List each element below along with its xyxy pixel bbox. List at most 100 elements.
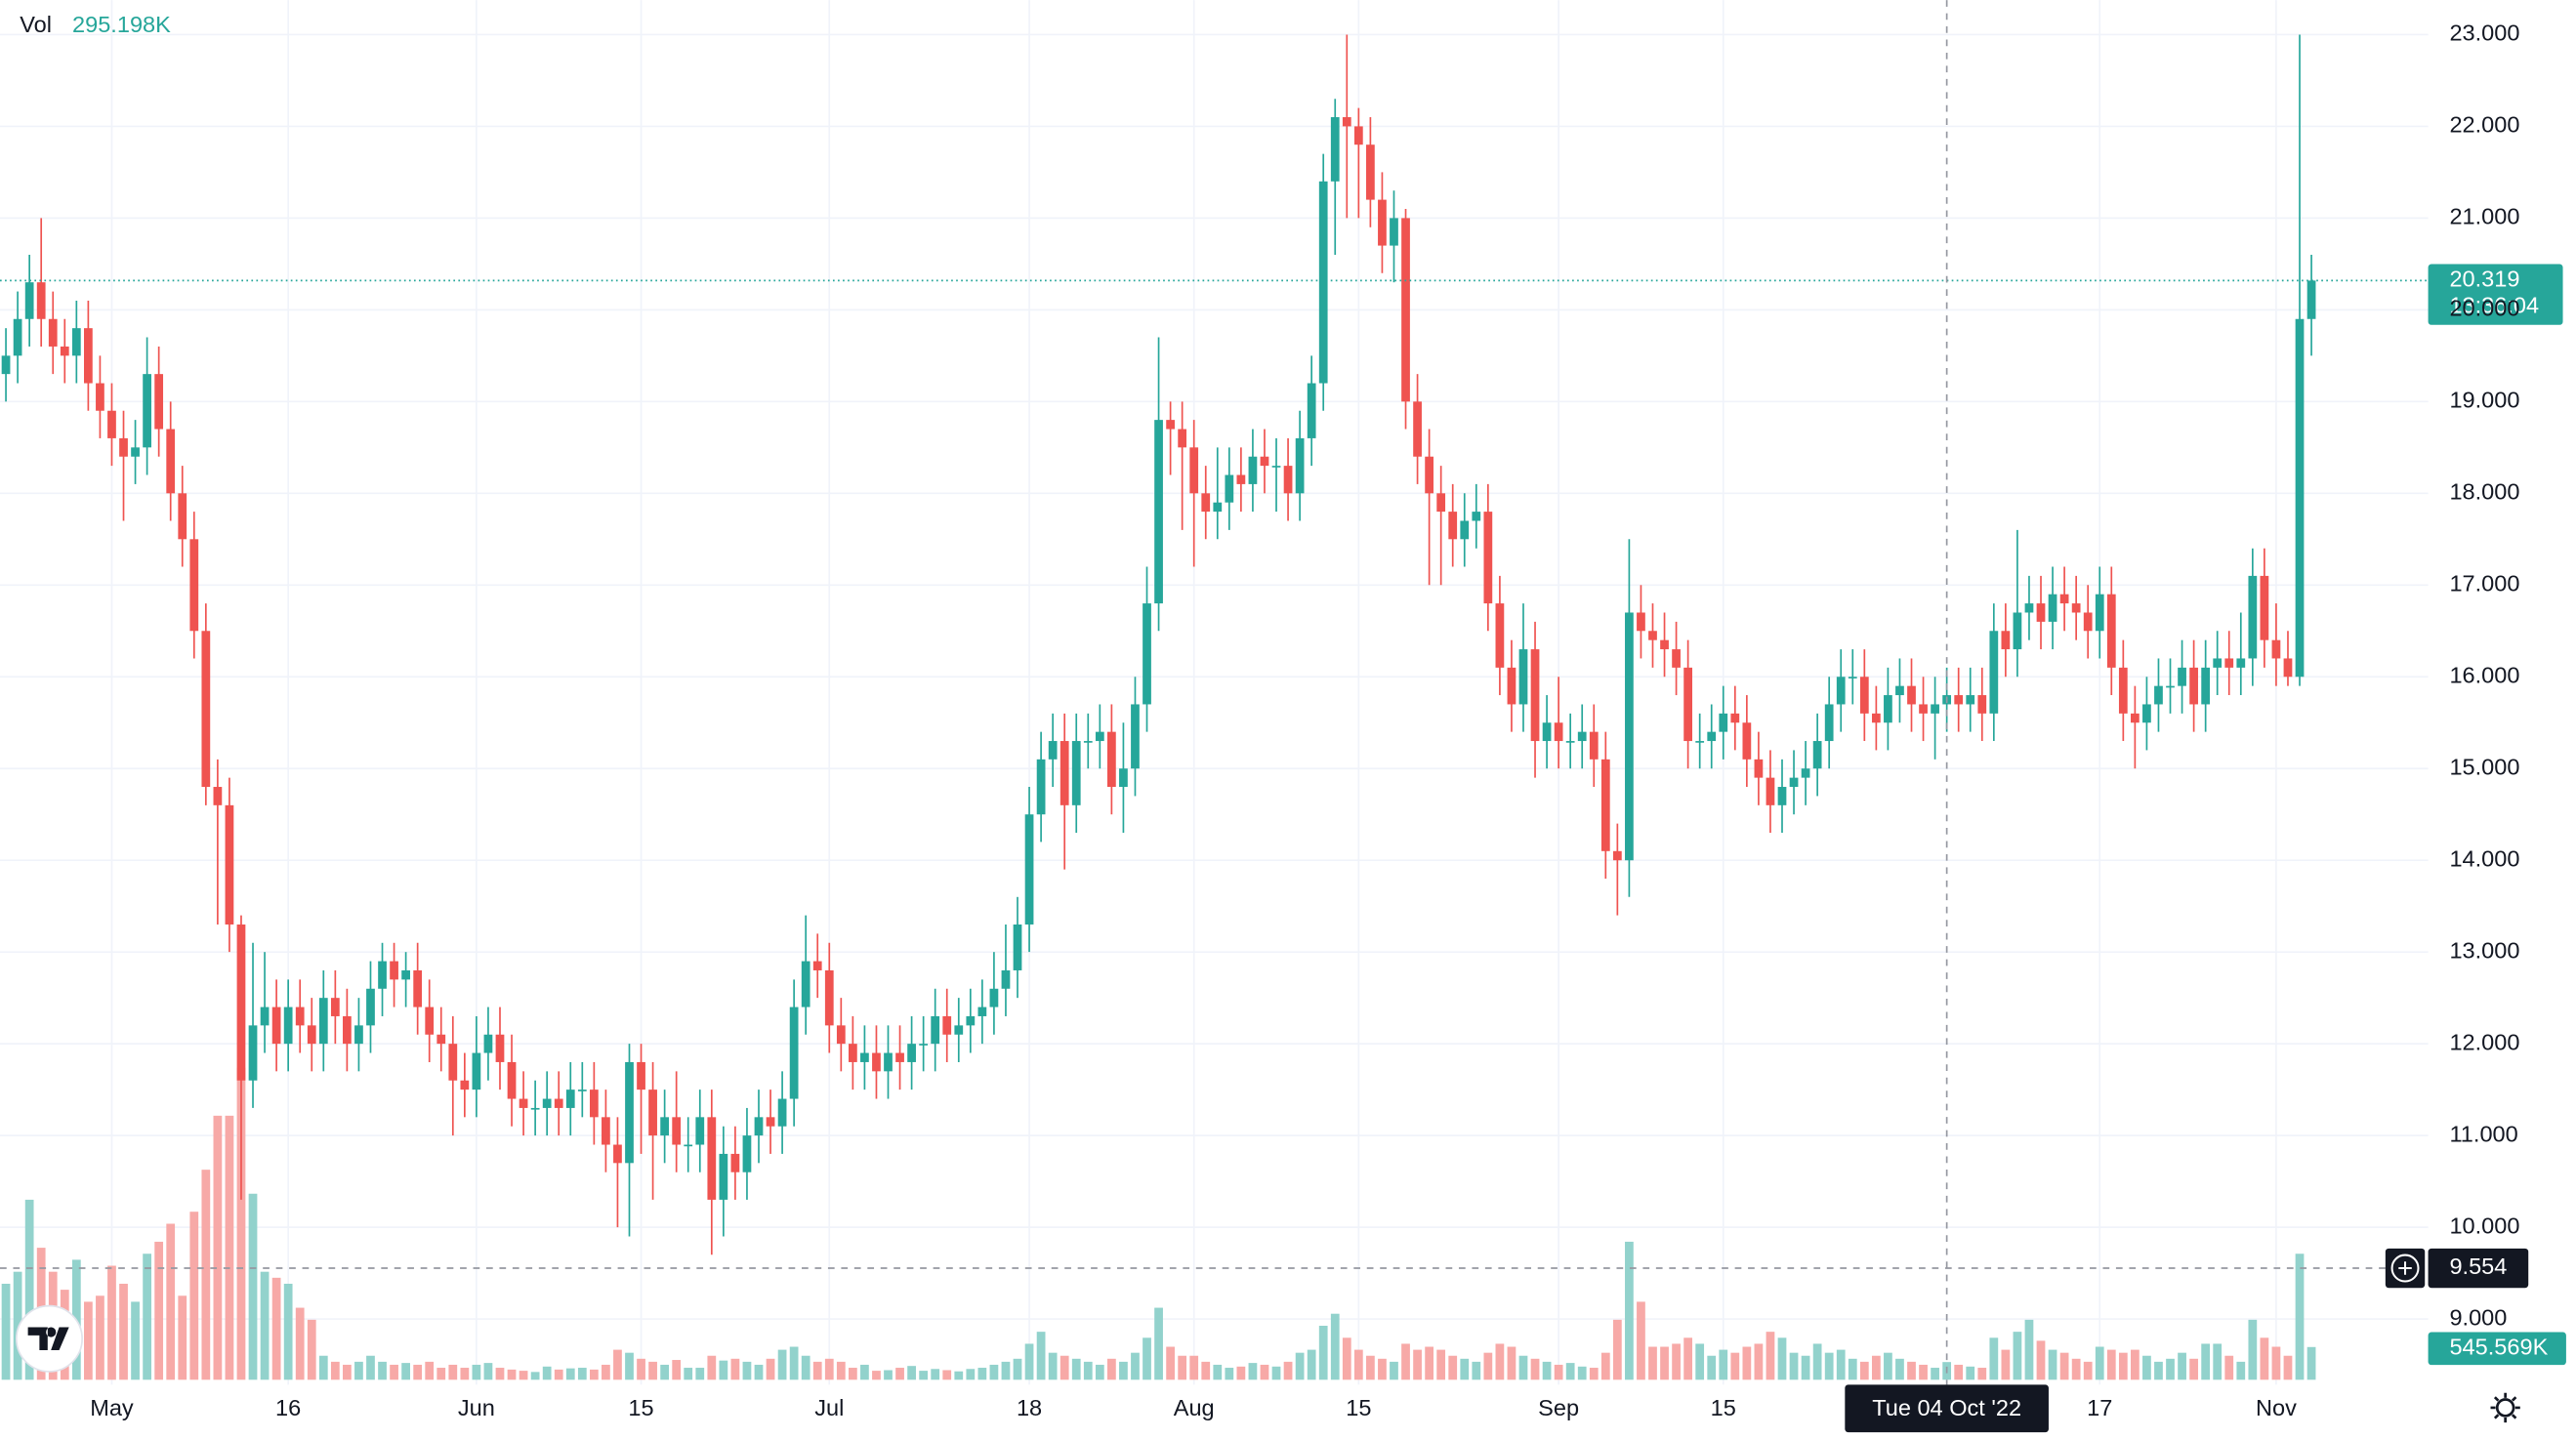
volume-bar — [1, 1283, 11, 1380]
candle-body — [2178, 667, 2186, 686]
volume-bar — [1507, 1346, 1517, 1380]
volume-bar — [1954, 1364, 1964, 1380]
volume-bar — [695, 1368, 705, 1380]
candle-body — [1707, 731, 1717, 742]
volume-bar — [1977, 1368, 1987, 1380]
candle-body — [2118, 667, 2128, 714]
volume-bar — [1189, 1355, 1199, 1380]
volume-bar — [684, 1368, 693, 1380]
volume-bar — [602, 1364, 610, 1380]
y-tick-label: 22.000 — [2449, 112, 2519, 138]
volume-bar — [1612, 1319, 1622, 1380]
volume-bar — [330, 1361, 340, 1380]
volume-bar — [2224, 1355, 2234, 1380]
candle-body — [1542, 722, 1552, 742]
volume-bar — [1871, 1355, 1881, 1380]
candle-body — [2095, 594, 2104, 632]
volume-bar — [119, 1283, 128, 1380]
settings-button[interactable] — [2490, 1392, 2520, 1423]
add-button-circle — [2390, 1254, 2420, 1283]
candle-body — [1271, 466, 1281, 468]
tradingview-logo[interactable] — [15, 1304, 83, 1373]
x-tick-label: 15 — [1346, 1395, 1371, 1420]
candle-body — [848, 1044, 857, 1062]
logo-mark[interactable] — [27, 1327, 69, 1351]
candle-body — [13, 318, 22, 356]
candle-body — [1683, 667, 1693, 742]
volume-bar — [2166, 1358, 2175, 1380]
volume-bar — [1460, 1358, 1470, 1380]
gear-teeth[interactable] — [2490, 1392, 2520, 1423]
candle-body — [248, 1025, 258, 1081]
candle-body — [460, 1080, 470, 1090]
candle-body — [1201, 493, 1211, 513]
candle-body — [295, 1007, 305, 1026]
candle-body — [84, 328, 93, 384]
volume-bar — [1472, 1361, 1481, 1380]
candle-body — [1036, 759, 1046, 815]
candle-body — [1777, 787, 1787, 805]
candle-body — [1189, 447, 1199, 494]
volume-pane — [1, 1067, 2316, 1380]
volume-bar — [919, 1371, 929, 1380]
volume-bar — [2095, 1346, 2104, 1380]
candle-body — [1178, 429, 1187, 448]
volume-bar — [1342, 1337, 1351, 1380]
candle-body — [1166, 420, 1175, 430]
candle-body — [1495, 603, 1505, 668]
candle-body — [1353, 126, 1363, 145]
x-tick-label: 18 — [1017, 1395, 1042, 1420]
volume-bar — [625, 1352, 634, 1380]
candle-body — [1824, 704, 1834, 742]
candle-body — [2071, 603, 2081, 613]
candle-body — [1625, 612, 1634, 861]
candle-body — [942, 1015, 952, 1035]
volume-bar — [343, 1364, 352, 1380]
volume-bar — [318, 1355, 328, 1380]
volume-bar — [1683, 1337, 1693, 1380]
candle-body — [1448, 512, 1458, 540]
volume-bar — [2001, 1349, 2011, 1380]
candle-body — [1390, 218, 1398, 246]
candle-body — [542, 1098, 552, 1108]
candle-body — [519, 1098, 528, 1108]
volume-bar — [1719, 1349, 1728, 1380]
volume-bar — [472, 1364, 481, 1380]
y-tick-label: 14.000 — [2449, 845, 2519, 871]
volume-bar — [178, 1295, 187, 1380]
candle-body — [1848, 677, 1857, 678]
volume-bar — [1530, 1358, 1540, 1380]
volume-bar — [189, 1212, 199, 1380]
logo-circle[interactable] — [15, 1304, 83, 1373]
volume-bar — [366, 1355, 375, 1380]
candle-body — [989, 988, 999, 1007]
countdown-label: 13:36:04 — [2449, 293, 2539, 318]
candle-body — [1695, 741, 1705, 743]
candle-body — [1600, 759, 1610, 851]
crosshair-price-box — [2428, 1248, 2529, 1289]
candle-body — [1954, 695, 1964, 705]
candle-body — [1518, 649, 1528, 705]
volume-bar — [495, 1368, 505, 1380]
candle-body — [283, 1007, 293, 1045]
gear[interactable] — [2495, 1398, 2515, 1418]
candle-body — [836, 1025, 846, 1045]
volume-bar — [131, 1301, 140, 1380]
volume-bar — [2106, 1349, 2116, 1380]
volume-bar — [824, 1358, 834, 1380]
candle-body — [1472, 512, 1481, 521]
volume-bar — [672, 1360, 682, 1380]
volume-bar — [354, 1361, 363, 1380]
add-alert-button[interactable] — [2385, 1248, 2426, 1289]
volume-bar — [413, 1364, 423, 1380]
candle-body — [1307, 383, 1316, 438]
candle-body — [812, 961, 822, 970]
volume-bar — [2154, 1361, 2163, 1380]
candle-body — [401, 969, 410, 980]
volume-bar — [1695, 1343, 1705, 1380]
candle-body — [1612, 850, 1622, 861]
candle-body — [330, 998, 340, 1016]
x-tick-label: 16 — [275, 1395, 301, 1420]
volume-bar — [1024, 1343, 1034, 1380]
volume-bar — [2131, 1349, 2140, 1380]
